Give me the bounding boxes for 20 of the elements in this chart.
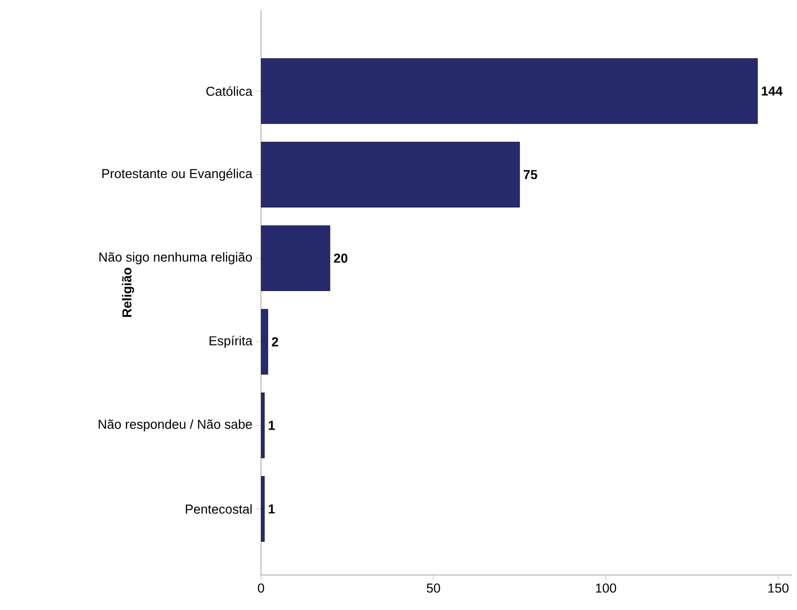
bar (261, 142, 520, 208)
y-tick-label: Espírita (210, 336, 252, 348)
x-tick-label: 150 (768, 584, 789, 593)
data-label: 2 (272, 337, 278, 346)
data-label: 75 (524, 170, 538, 180)
bar (261, 58, 758, 124)
y-tick-label: Não respondeu / Não sabe (98, 419, 252, 432)
data-label: 1 (268, 504, 275, 514)
x-tick-label: 50 (426, 584, 440, 593)
bar (261, 225, 330, 292)
data-label: 1 (268, 420, 275, 430)
y-tick-label: Protestante ou Evangélica (102, 168, 252, 181)
y-tick-label: Pentecostal (186, 504, 252, 514)
y-axis-title: Religião (122, 268, 134, 317)
x-tick-label: 0 (258, 584, 264, 593)
data-label: 20 (334, 254, 348, 263)
x-tick-label: 100 (596, 584, 616, 593)
y-tick-label: Não sigo nenhuma religião (99, 252, 252, 264)
data-label: 144 (762, 86, 783, 96)
y-tick-label: Católica (206, 86, 252, 96)
